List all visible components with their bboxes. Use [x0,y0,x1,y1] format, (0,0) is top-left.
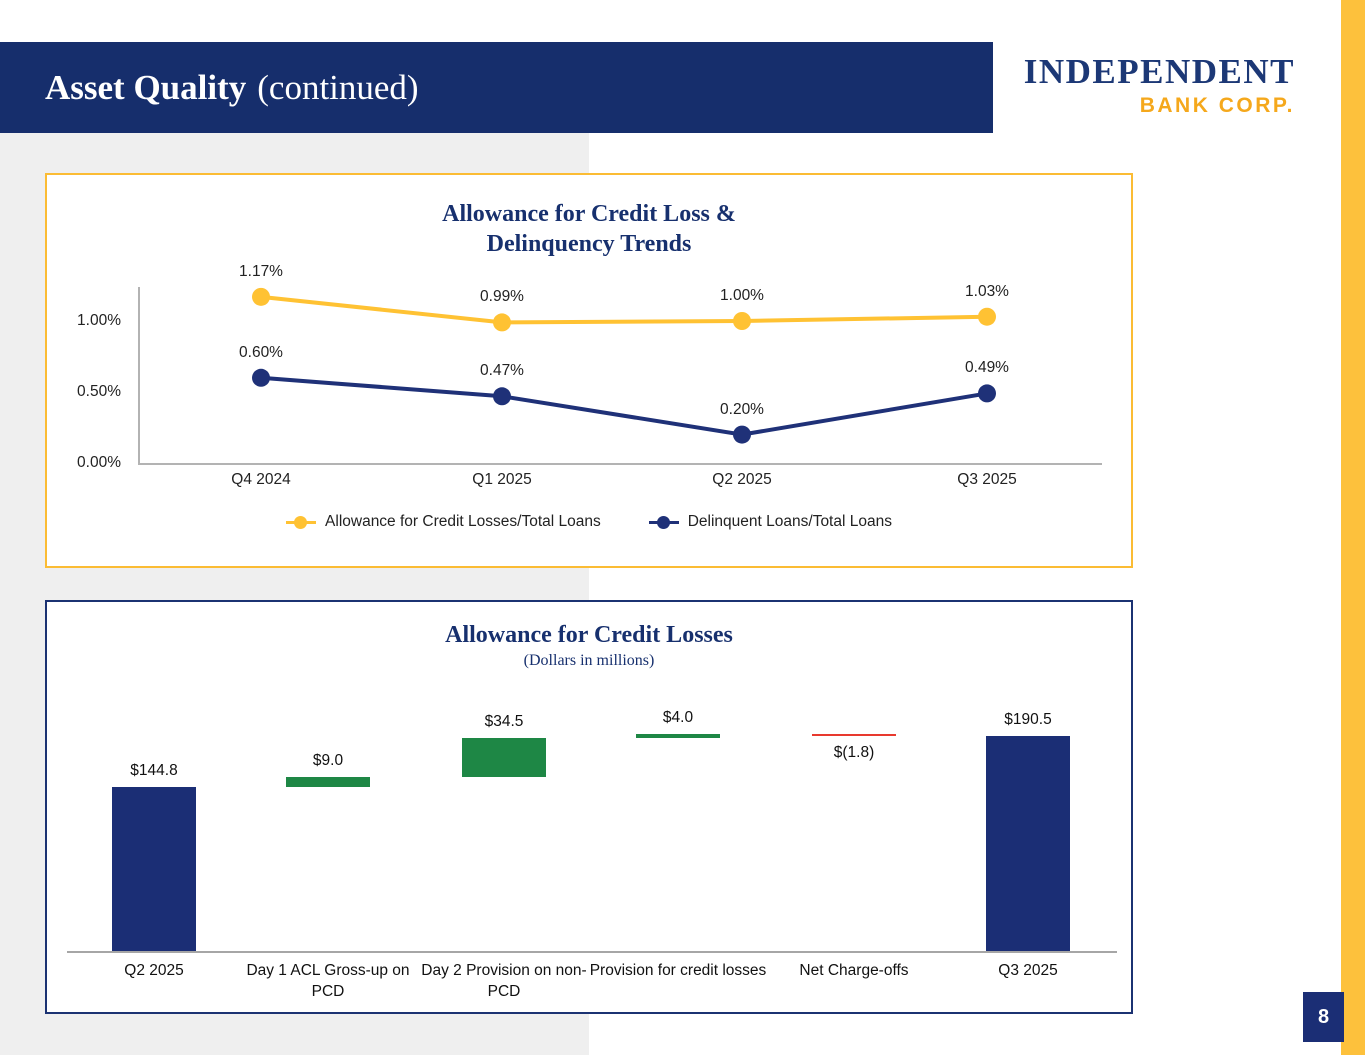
bar-value-label: $4.0 [662,708,694,726]
bar-value-label: $190.5 [1004,710,1052,728]
waterfall-plot-area: $144.8 Q2 2025 $9.0 Day 1 ACL Gross-up on P… [47,602,1131,1012]
waterfall-bar-increase [286,777,370,788]
y-tick-label: 0.00% [77,454,121,471]
waterfall-bar-total [986,735,1070,951]
data-point-icon [733,425,751,444]
trends-chart-card: Allowance for Credit Loss & Delinquency … [45,173,1133,568]
legend-dot-icon [656,515,670,529]
trends-chart-title-line1: Allowance for Credit Loss & [442,201,736,227]
x-axis-line [138,463,1102,465]
point-value-label: 1.03% [965,282,1009,300]
data-point-icon [252,287,270,306]
y-tick-label: 1.00% [77,312,121,329]
y-tick-label: 0.50% [77,383,121,400]
line-series-svg [252,287,996,444]
waterfall-bar-decrease [812,733,896,736]
page-number-badge: 8 [1303,992,1344,1042]
bar-value-label: $144.8 [130,762,178,780]
point-value-label: 1.00% [720,287,764,304]
series-line-0 [260,294,988,325]
trends-chart-title-line2: Delinquency Trends [486,231,692,257]
x-category-label: Q2 2025 [712,471,772,488]
data-point-icon [978,384,996,403]
series-line-1 [260,375,988,437]
legend: Allowance for Credit Losses/Total Loans … [47,513,1131,531]
bar-value-label: $9.0 [312,752,344,770]
bar-category-label: Q2 2025 [124,962,184,979]
legend-dot-icon [294,515,308,529]
acl-chart-subtitle: (Dollars in millions) [523,652,655,669]
legend-item-delinquent: Delinquent Loans/Total Loans [648,513,892,531]
page-number: 8 [1317,1005,1330,1028]
bar-category-label: Day 1 ACL Gross-up on PCD [246,962,410,1000]
point-value-label: 1.17% [239,262,283,280]
point-value-label: 0.47% [480,362,524,380]
bar-category-label: Q3 2025 [998,962,1058,979]
data-point-icon [252,368,270,387]
point-value-label: 0.99% [480,288,524,306]
page-title-main: Asset Quality [45,68,247,107]
legend-marker-delinquent [648,515,679,529]
x-category-label: Q3 2025 [957,471,1017,488]
bar-category-label: Day 2 Provision on non-PCD [421,962,587,1000]
point-value-label: 0.49% [965,359,1009,377]
data-point-icon [733,312,751,330]
wf-axis-line [67,951,1117,953]
page-title: Asset Quality (continued) [45,42,419,133]
line-plot-area: 1.00% 0.50% 0.00% Q4 2024 Q1 2025 Q2 2025 Q3 2… [47,175,1131,566]
legend-marker-allowance [286,515,317,529]
x-category-label: Q4 2024 [231,471,291,488]
bar-value-label: $34.5 [484,713,524,731]
logo-wordmark: INDEPENDENT [1023,52,1295,91]
acl-waterfall-card: Allowance for Credit Losses (Dollars in … [45,600,1133,1014]
data-point-icon [493,387,511,406]
bar-value-label: $(1.8) [833,743,875,761]
waterfall-bar-increase [462,738,546,778]
point-value-label: 0.20% [720,400,764,418]
point-value-label: 0.60% [239,343,283,361]
data-point-icon [493,313,511,332]
logo-subtext: BANK CORP. [1139,94,1295,117]
bar-category-label: Provision for credit losses [589,962,767,979]
legend-item-allowance: Allowance for Credit Losses/Total Loans [286,513,601,531]
y-axis-line [138,287,140,463]
acl-chart-title: Allowance for Credit Losses [445,622,733,648]
legend-label-allowance: Allowance for Credit Losses/Total Loans [325,513,601,530]
waterfall-bar-total [112,787,196,951]
waterfall-bar-increase [636,733,720,739]
page-title-suffix: (continued) [257,68,419,107]
data-point-icon [978,307,996,326]
title-bar: Asset Quality (continued) [0,42,993,133]
legend-label-delinquent: Delinquent Loans/Total Loans [687,513,892,530]
side-accent-strip [1341,0,1365,1055]
x-category-label: Q1 2025 [472,471,532,488]
bar-category-label: Net Charge-offs [799,962,909,979]
